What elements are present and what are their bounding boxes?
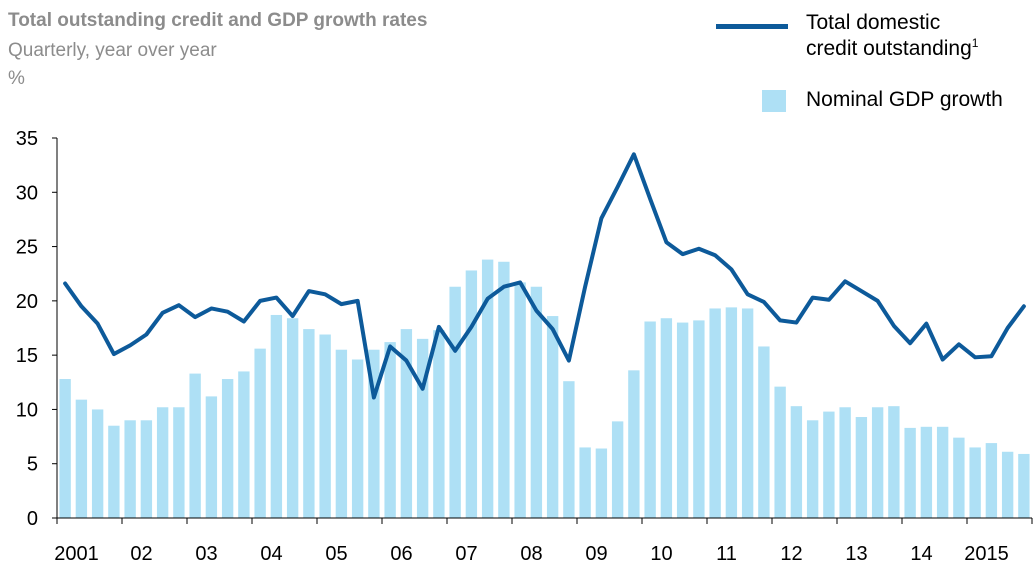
legend-credit-label-line2: credit outstanding [806,37,972,60]
y-tick-label: 25 [16,237,38,259]
gdp-bar [384,342,396,518]
gdp-bar [254,348,266,518]
gdp-bar [611,421,624,518]
x-tick-label: 07 [455,543,477,565]
x-tick-label: 08 [520,543,542,565]
gdp-bar [969,447,981,518]
x-tick-label: 10 [650,543,672,565]
gdp-bar [839,407,851,518]
legend-gdp-swatch [762,90,786,112]
gdp-bar [904,427,916,518]
gdp-bar [676,322,689,518]
y-tick-label: 10 [16,399,38,421]
gdp-bar [481,259,494,518]
gdp-bar [758,346,770,518]
gdp-bar [286,318,299,518]
gdp-bars [59,259,1030,518]
credit-line [63,152,1026,400]
chart-subtitle: Quarterly, year over year [8,40,217,61]
gdp-bar [124,420,136,518]
gdp-bar [270,314,283,518]
legend-credit-footnote: 1 [971,36,979,50]
gdp-bar [888,406,900,518]
gdp-bar [579,447,591,518]
gdp-bar [595,448,608,518]
gdp-bar [628,370,640,518]
x-tick-label: 11 [716,543,737,565]
y-tick-label: 15 [16,345,38,367]
y-tick-label: 35 [16,128,38,150]
gdp-bar [221,379,234,518]
chart-title: Total outstanding credit and GDP growth … [8,10,428,31]
gdp-bar [725,307,738,518]
gdp-bar [644,321,656,518]
gdp-bar [514,282,526,518]
x-tick-label: 2015 [964,543,1009,565]
gdp-bar [790,406,803,518]
legend-gdp-label: Nominal GDP growth [806,88,1003,111]
gdp-bar [1018,453,1030,518]
y-unit-label: % [8,68,25,89]
gdp-bar [823,411,835,518]
gdp-bar [741,308,754,518]
gdp-bar [709,308,721,518]
gdp-bar [936,426,949,518]
gdp-bar [156,407,169,518]
gdp-bar [693,320,705,518]
gdp-bar [351,359,364,518]
x-tick-label: 13 [845,543,867,565]
gdp-bar [416,338,429,518]
gdp-bar [368,349,380,518]
y-tick-label: 30 [16,182,38,204]
gdp-bar [449,286,461,518]
x-tick-label: 09 [585,543,607,565]
gdp-bar [189,373,201,518]
gdp-bar [59,379,71,518]
gdp-bar [563,381,575,518]
gdp-bar [91,409,104,518]
x-tick-label: 2001 [54,543,99,565]
x-tick-label: 06 [390,543,412,565]
gdp-bar [173,407,185,518]
gdp-bar [319,334,331,518]
y-tick-label: 0 [27,508,38,530]
gdp-bar [774,386,786,518]
gdp-bar [400,329,413,518]
x-tick-label: 05 [325,543,347,565]
gdp-bar [1001,451,1014,518]
gdp-bar [140,420,153,518]
gdp-bar [238,371,250,518]
y-tick-label: 20 [16,291,38,313]
gdp-bar [855,417,868,518]
gdp-bar [985,443,998,518]
gdp-bar [465,270,478,518]
x-tick-label: 02 [130,543,152,565]
gdp-bar [498,261,510,518]
x-tick-label: 03 [195,543,217,565]
gdp-bar [433,330,445,518]
legend-credit-label-line1: Total domestic [806,11,941,34]
y-tick-label: 5 [27,454,38,476]
gdp-bar [303,329,315,518]
legend-credit-swatch [716,24,788,29]
gdp-bar [75,399,88,518]
gdp-bar [920,426,933,518]
gdp-bar [108,425,120,518]
x-tick-label: 04 [260,543,282,565]
gdp-bar [806,420,819,518]
gdp-bar [660,318,673,518]
gdp-bar [953,437,965,518]
legend-credit-label: Total domestic credit outstanding1 [806,10,978,62]
gdp-bar [205,396,218,518]
gdp-bar [530,286,543,518]
gdp-bar [546,316,559,518]
gdp-bar [871,407,884,518]
x-tick-label: 14 [910,543,932,565]
x-tick-label: 12 [780,543,802,565]
gdp-bar [335,349,348,518]
